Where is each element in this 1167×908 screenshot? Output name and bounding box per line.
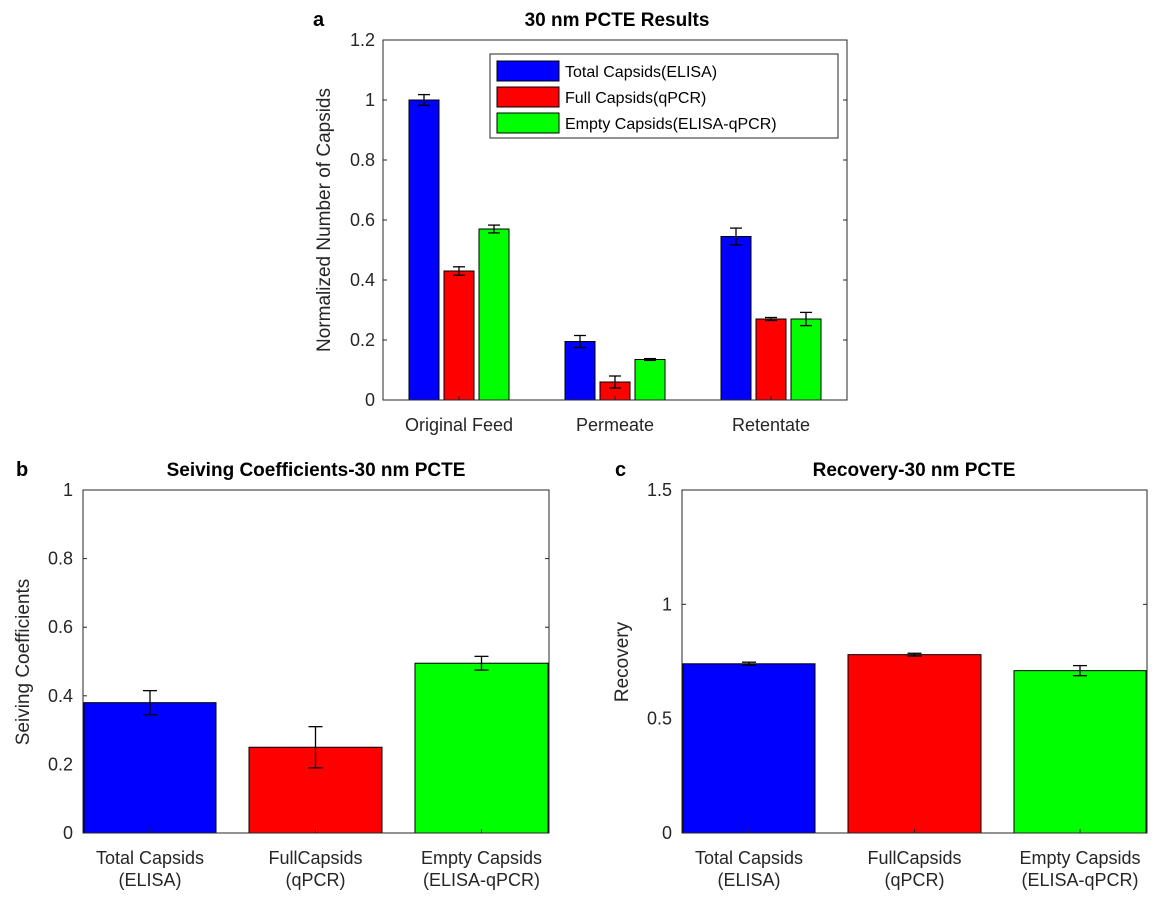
x-tick-label: Original Feed bbox=[405, 415, 513, 435]
panel-a-title: 30 nm PCTE Results bbox=[525, 10, 710, 31]
x-tick-label: (qPCR) bbox=[285, 870, 345, 890]
x-tick-label: Empty Capsids bbox=[1019, 848, 1140, 868]
panel-a-ylabel: Normalized Number of Capsids bbox=[314, 88, 335, 352]
x-tick-label: (ELISA) bbox=[118, 870, 181, 890]
bar bbox=[755, 318, 787, 401]
x-tick-label: Total Capsids bbox=[695, 848, 803, 868]
y-tick-label: 0 bbox=[63, 823, 73, 843]
y-tick-label: 1.5 bbox=[647, 480, 672, 500]
legend-swatch-empty bbox=[496, 112, 560, 134]
y-tick-label: 0.4 bbox=[350, 270, 375, 290]
x-tick-label: (ELISA) bbox=[717, 870, 780, 890]
bar bbox=[83, 702, 217, 834]
bar bbox=[1013, 670, 1147, 834]
x-tick-label: (ELISA-qPCR) bbox=[423, 870, 540, 890]
bar bbox=[847, 654, 982, 834]
legend-label-full: Full Capsids(qPCR) bbox=[565, 90, 706, 107]
bar bbox=[564, 341, 596, 401]
panel-a-legend: Total Capsids(ELISA) Full Capsids(qPCR) … bbox=[489, 53, 839, 139]
panel-c-title: Recovery-30 nm PCTE bbox=[813, 460, 1016, 481]
x-tick-label: Empty Capsids bbox=[421, 848, 542, 868]
panel-c-yticks: 0 0.5 1 1.5 bbox=[647, 480, 1147, 843]
bar bbox=[443, 270, 475, 401]
panel-b-letter: b bbox=[16, 459, 28, 481]
panel-b-bars bbox=[83, 655, 549, 834]
y-tick-label: 0.8 bbox=[48, 549, 73, 569]
bar bbox=[408, 99, 440, 401]
panel-b-xticks: Total Capsids(ELISA) FullCapsids(qPCR) Emp… bbox=[96, 829, 542, 890]
y-tick-label: 0 bbox=[662, 823, 672, 843]
bar bbox=[720, 236, 752, 401]
y-tick-label: 0.4 bbox=[48, 686, 73, 706]
panel-b-axes-box bbox=[82, 489, 550, 834]
x-tick-label: FullCapsids bbox=[268, 848, 362, 868]
x-tick-label: Total Capsids bbox=[96, 848, 204, 868]
panel-a-letter: a bbox=[313, 9, 325, 31]
x-tick-label: Permeate bbox=[576, 415, 654, 435]
y-tick-label: 0.6 bbox=[350, 210, 375, 230]
legend-label-total: Total Capsids(ELISA) bbox=[565, 64, 717, 81]
y-tick-label: 1 bbox=[662, 594, 672, 614]
bar bbox=[634, 359, 666, 401]
x-tick-label: Retentate bbox=[732, 415, 810, 435]
panel-a-xticks: Original Feed Permeate Retentate bbox=[405, 396, 810, 435]
x-tick-label: (ELISA-qPCR) bbox=[1021, 870, 1138, 890]
y-tick-label: 0.6 bbox=[48, 617, 73, 637]
y-tick-label: 0.5 bbox=[647, 709, 672, 729]
bar bbox=[682, 663, 816, 834]
panel-b-ylabel: Seiving Coefficients bbox=[13, 579, 34, 746]
legend-swatch-full bbox=[496, 86, 560, 108]
panel-c-bars bbox=[682, 652, 1147, 834]
panel-b-yticks: 0 0.2 0.4 0.6 0.8 1 bbox=[48, 480, 549, 843]
x-tick-label: FullCapsids bbox=[867, 848, 961, 868]
legend-swatch-total bbox=[496, 60, 560, 82]
panel-a-bars bbox=[408, 93, 822, 401]
y-tick-label: 0 bbox=[365, 390, 375, 410]
bar bbox=[790, 318, 822, 401]
panel-c-axes-box bbox=[681, 489, 1148, 834]
panel-a: a 30 nm PCTE Results Normalized Number o… bbox=[313, 9, 848, 435]
y-tick-label: 1.2 bbox=[350, 30, 375, 50]
y-tick-label: 0.8 bbox=[350, 150, 375, 170]
panel-a-yticks: 0 0.2 0.4 0.6 0.8 1 1.2 bbox=[350, 30, 847, 410]
panel-a-axes-box bbox=[382, 39, 848, 401]
legend-label-empty: Empty Capsids(ELISA-qPCR) bbox=[565, 116, 777, 133]
panel-c-ylabel: Recovery bbox=[612, 621, 633, 702]
panel-c-letter: c bbox=[615, 459, 626, 481]
panel-c: c Recovery-30 nm PCTE Recovery 00.511.5 … bbox=[612, 459, 1148, 890]
bar bbox=[414, 662, 549, 834]
panel-b: b Seiving Coefficients-30 nm PCTE Seivin… bbox=[13, 459, 550, 890]
panel-b-title: Seiving Coefficients-30 nm PCTE bbox=[167, 460, 466, 481]
y-tick-label: 0.2 bbox=[350, 330, 375, 350]
panel-c-xticks: Total Capsids(ELISA) FullCapsids(qPCR) Emp… bbox=[695, 829, 1141, 890]
y-tick-label: 1 bbox=[365, 90, 375, 110]
bar bbox=[478, 228, 510, 401]
x-tick-label: (qPCR) bbox=[884, 870, 944, 890]
y-tick-label: 0.2 bbox=[48, 754, 73, 774]
y-tick-label: 1 bbox=[63, 480, 73, 500]
